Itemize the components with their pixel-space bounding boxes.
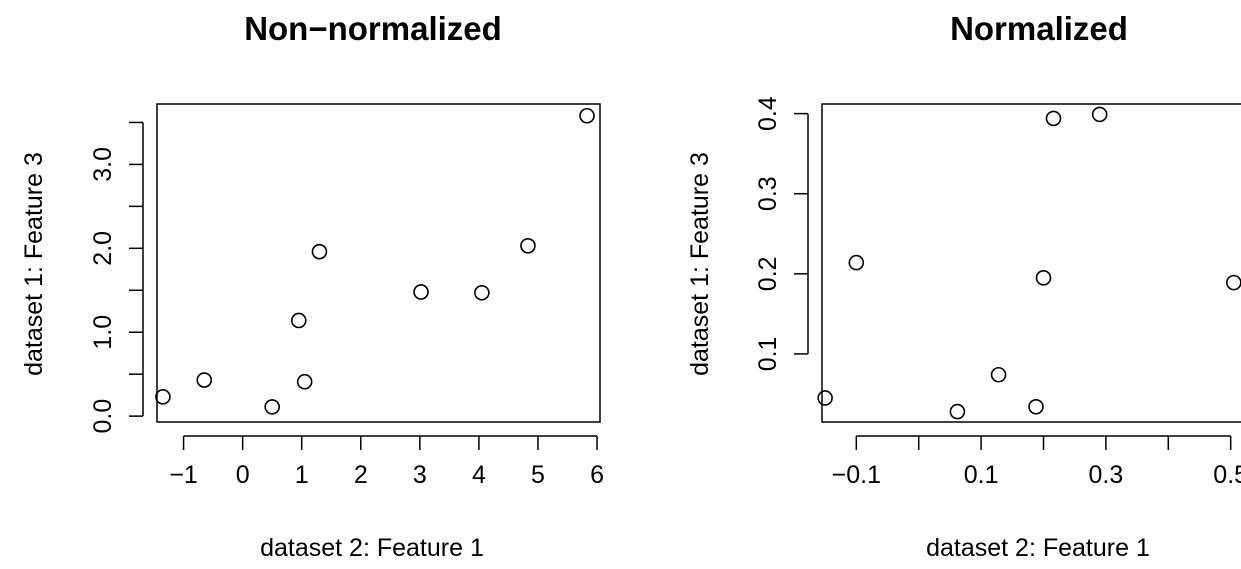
x-tick-label: 2 bbox=[354, 461, 368, 489]
data-point bbox=[1035, 270, 1052, 286]
y-axis-label: dataset 1: Feature 3 bbox=[20, 152, 48, 376]
y-tick-label: 1.0 bbox=[89, 315, 117, 350]
data-point bbox=[196, 372, 213, 388]
y-tick-label: 0.3 bbox=[754, 176, 782, 211]
plot-frame bbox=[821, 103, 1241, 423]
y-tick-label: 0.2 bbox=[754, 256, 782, 291]
x-axis-label: dataset 2: Feature 1 bbox=[260, 534, 484, 562]
x-tick-label: 0.3 bbox=[1089, 461, 1124, 489]
x-tick-label: 0.1 bbox=[964, 461, 999, 489]
data-point bbox=[1226, 274, 1241, 291]
x-tick-label: 4 bbox=[472, 461, 486, 489]
data-point bbox=[520, 237, 536, 254]
x-tick-label: 5 bbox=[531, 461, 545, 489]
data-point bbox=[290, 312, 307, 329]
x-axis-label: dataset 2: Feature 1 bbox=[926, 534, 1150, 562]
data-point bbox=[296, 373, 313, 390]
y-tick-label: 0.4 bbox=[754, 96, 782, 131]
x-tick-label: 6 bbox=[590, 461, 604, 489]
y-axis-label: dataset 1: Feature 3 bbox=[686, 152, 714, 376]
x-tick-label: −1 bbox=[169, 461, 198, 489]
y-tick-label: 3.0 bbox=[89, 147, 117, 182]
x-tick-label: −0.1 bbox=[832, 461, 881, 489]
data-point bbox=[1028, 398, 1044, 415]
data-point bbox=[848, 254, 865, 271]
data-point bbox=[413, 284, 429, 300]
data-point bbox=[1091, 106, 1108, 123]
x-tick-label: 0.5 bbox=[1213, 461, 1241, 489]
data-point bbox=[155, 389, 171, 405]
data-point bbox=[311, 243, 328, 260]
chart-title: Normalized bbox=[950, 10, 1128, 47]
data-point bbox=[949, 403, 966, 420]
y-tick-label: 0.1 bbox=[754, 337, 782, 372]
axis-ticks: −0.1 0.1 0.3 0.5 0.1 0.2 0.3 0.4 bbox=[754, 96, 1241, 489]
data-point bbox=[474, 284, 490, 301]
data-point bbox=[990, 366, 1007, 383]
data-points bbox=[817, 106, 1241, 420]
x-tick-label: 1 bbox=[295, 461, 309, 489]
x-tick-label: 3 bbox=[413, 461, 427, 489]
data-point bbox=[264, 399, 280, 415]
data-point bbox=[579, 107, 595, 124]
axis-ticks: −1 0 1 2 3 4 5 6 0.0 1.0 2.0 3.0 bbox=[89, 121, 604, 489]
plot-frame bbox=[156, 103, 601, 423]
data-point bbox=[817, 390, 833, 406]
data-points bbox=[155, 107, 595, 415]
chart-panel-normalized: Normalized dataset 2: Feature 1 dataset … bbox=[686, 10, 1241, 562]
y-tick-label: 2.0 bbox=[89, 231, 117, 266]
data-point bbox=[1045, 110, 1062, 127]
y-tick-label: 0.0 bbox=[89, 399, 117, 434]
x-tick-label: 0 bbox=[236, 461, 250, 489]
chart-title: Non−normalized bbox=[244, 10, 502, 47]
chart-panel-non-normalized: Non−normalized dataset 2: Feature 1 data… bbox=[20, 10, 604, 562]
